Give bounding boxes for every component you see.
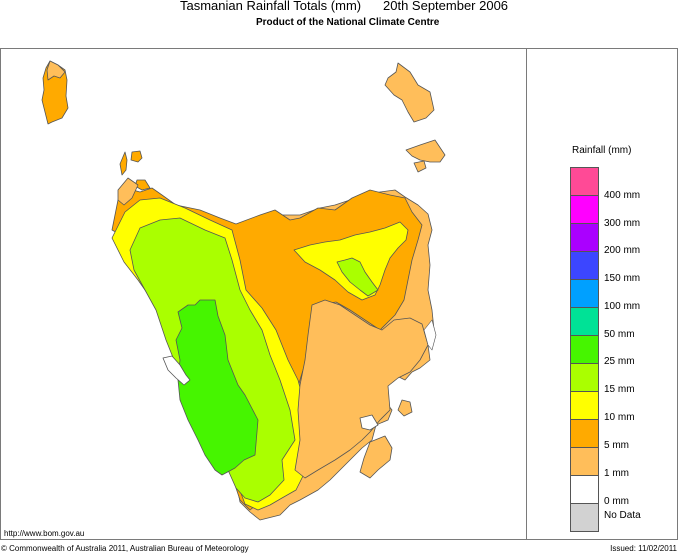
legend-swatch-10-15 <box>570 391 599 419</box>
macquarie-harbour <box>162 355 191 386</box>
legend-swatch-150-200 <box>570 251 599 279</box>
legend-label: 10 mm <box>604 412 635 423</box>
rainfall-map <box>41 60 446 521</box>
map-frame <box>0 48 678 540</box>
legend-swatch-over-400 <box>570 167 599 195</box>
cape-barren-island <box>405 139 446 163</box>
legend-swatch-no-data <box>570 503 599 532</box>
legend-swatch-100-150 <box>570 279 599 307</box>
legend-swatch-200-300 <box>570 223 599 251</box>
east-light-zone <box>294 299 429 479</box>
map-date: 20th September 2006 <box>383 0 509 13</box>
legend-label: No Data <box>604 510 641 521</box>
legend-label: 5 mm <box>604 440 629 451</box>
legend-swatch-0-1 <box>570 475 599 503</box>
source-url[interactable]: http://www.bom.gov.au <box>4 529 85 538</box>
legend-swatch-1-5 <box>570 447 599 475</box>
legend-label: 200 mm <box>604 245 641 256</box>
tasman-peninsula <box>359 435 393 479</box>
legend-label: 0 mm <box>604 496 629 507</box>
legend-label: 400 mm <box>604 190 641 201</box>
legend-swatch-5-10 <box>570 419 599 447</box>
legend-label: 1 mm <box>604 468 629 479</box>
legend-swatch-300-400 <box>570 195 599 223</box>
legend-label: 25 mm <box>604 356 635 367</box>
legend-divider <box>526 48 527 540</box>
legend-label: 15 mm <box>604 384 635 395</box>
legend-swatch-15-25 <box>570 363 599 391</box>
map-title: Tasmanian Rainfall Totals (mm) <box>180 0 362 13</box>
north-east-green <box>336 257 379 297</box>
legend-swatch-50-100 <box>570 307 599 335</box>
legend-label: 50 mm <box>604 329 635 340</box>
flinders-island <box>384 62 435 123</box>
legend-swatch-25-50 <box>570 335 599 363</box>
king-island-north <box>46 60 66 81</box>
legend-title: Rainfall (mm) <box>572 145 632 156</box>
legend-colorbar <box>570 167 599 532</box>
map-subtitle: Product of the National Climate Centre <box>256 17 440 28</box>
issued-date: Issued: 11/02/2011 <box>610 544 677 553</box>
copyright-notice: © Commonwealth of Australia 2011, Austra… <box>1 544 249 553</box>
legend-label: 100 mm <box>604 301 641 312</box>
legend-label: 300 mm <box>604 218 641 229</box>
legend-label: 150 mm <box>604 273 641 284</box>
